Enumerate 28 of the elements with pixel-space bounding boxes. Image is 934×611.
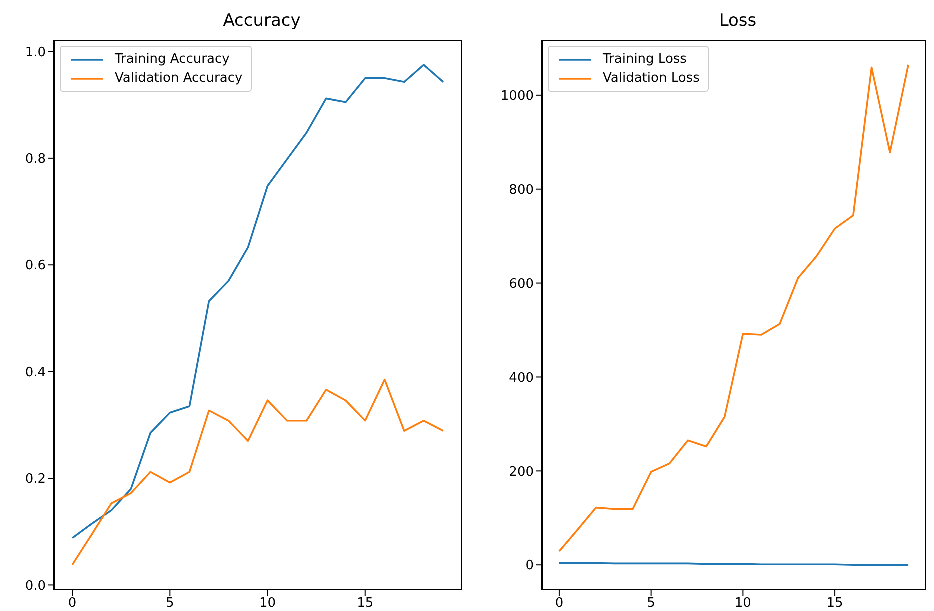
chart-title: Loss <box>718 10 758 33</box>
y-tick-label: 0.4 <box>25 365 46 380</box>
y-tick-label: 600 <box>509 276 534 292</box>
y-tick-label: 800 <box>509 182 534 198</box>
x-tick-label: 0 <box>68 596 77 611</box>
y-tick-label: 200 <box>509 464 534 480</box>
line-series <box>72 64 444 540</box>
x-tick-label: 15 <box>826 596 844 611</box>
x-tick-label: 10 <box>734 596 752 611</box>
x-tick-label: 0 <box>555 596 564 611</box>
chart-title: Accuracy <box>222 10 302 33</box>
legend-label: Validation Loss <box>603 71 700 86</box>
x-tick-label: 10 <box>259 596 276 611</box>
y-tick-label: 0 <box>526 558 534 574</box>
y-tick-label: 1000 <box>500 89 534 104</box>
y-tick-label: 0.2 <box>25 472 46 488</box>
line-series <box>72 378 444 566</box>
y-tick-label: 0.0 <box>25 578 46 594</box>
x-tick-label: 5 <box>647 596 656 611</box>
y-tick-label: 1.0 <box>25 45 46 60</box>
legend-label: Training Loss <box>603 52 687 67</box>
x-tick-label: 5 <box>166 596 174 611</box>
x-tick-label: 15 <box>357 596 374 611</box>
legend-label: Training Accuracy <box>115 52 230 67</box>
y-tick-label: 400 <box>509 370 534 386</box>
y-tick-label: 0.8 <box>25 152 46 168</box>
legend-label: Validation Accuracy <box>115 71 243 86</box>
y-tick-label: 0.6 <box>25 258 46 274</box>
